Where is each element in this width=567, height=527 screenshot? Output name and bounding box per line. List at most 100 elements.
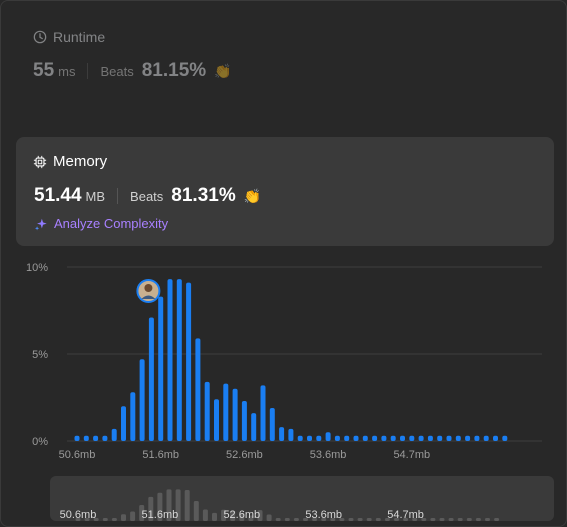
minimap-bar <box>394 518 399 521</box>
bar <box>381 435 387 441</box>
bar <box>502 435 508 441</box>
x-tick-label: 54.7mb <box>393 449 430 461</box>
bar <box>195 338 201 441</box>
bar <box>288 428 294 441</box>
minimap-bar <box>485 518 490 521</box>
bar <box>260 385 266 441</box>
bar <box>279 427 285 441</box>
minimap-bar <box>348 518 354 521</box>
bar <box>493 435 498 441</box>
bar <box>474 435 480 441</box>
minimap-bar <box>293 518 299 521</box>
x-tick-label: 52.6mb <box>226 449 263 461</box>
minimap-bar <box>148 496 154 521</box>
bar <box>437 435 443 441</box>
bar <box>93 435 99 441</box>
minimap-bar <box>457 518 463 521</box>
minimap-tick-label: 50.6mb <box>60 509 97 521</box>
x-tick-label: 51.6mb <box>142 449 179 461</box>
minimap-tick-label: 54.7mb <box>387 509 424 521</box>
bar <box>83 435 89 441</box>
minimap-bar <box>448 518 454 521</box>
bar <box>455 435 461 441</box>
memory-title: Memory <box>53 153 108 170</box>
minimap-bar <box>248 515 254 521</box>
minimap-bar <box>284 518 290 521</box>
bar <box>307 435 312 441</box>
minimap-bar <box>330 518 336 521</box>
minimap-bar <box>184 490 190 521</box>
minimap-bar <box>202 509 208 521</box>
minimap-bar <box>157 492 163 521</box>
bar <box>362 435 368 441</box>
minimap-bar <box>75 518 81 521</box>
chip-icon <box>33 155 47 168</box>
minimap-bar <box>366 518 372 521</box>
memory-value: 51.44 <box>34 185 82 206</box>
bar <box>465 435 471 441</box>
bar <box>418 435 424 441</box>
bar <box>400 435 405 441</box>
memory-beats-label: Beats <box>130 188 164 204</box>
sparkle-icon <box>34 218 47 230</box>
runtime-unit: ms <box>58 63 76 79</box>
bar <box>251 413 257 441</box>
minimap-tick-label: 52.6mb <box>223 509 260 521</box>
minimap-bar <box>375 518 381 521</box>
runtime-card[interactable]: Runtime 55 ms Beats 81.15% 👏 <box>33 29 232 82</box>
bar <box>186 282 192 441</box>
minimap-bar <box>357 518 363 521</box>
bar <box>130 392 136 441</box>
bar <box>325 432 331 441</box>
chart-svg: 0% 5% 10% 50.6mb 51.6mb 52.6mb 53.6mb 54.7mb <box>26 262 542 461</box>
clock-icon <box>33 30 47 44</box>
minimap-bar <box>403 518 409 521</box>
minimap-tick-label: 51.6mb <box>142 509 179 521</box>
bar <box>139 359 145 441</box>
minimap-bar <box>84 518 90 521</box>
runtime-beats-label: Beats <box>100 63 134 79</box>
memory-distribution-chart: 0% 5% 10% 50.6mb 51.6mb 52.6mb 53.6mb 54.7mb <box>1 251 567 471</box>
bar <box>372 435 378 441</box>
minimap-bar <box>257 510 263 521</box>
y-tick-label: 10% <box>26 262 48 274</box>
minimap-bar <box>412 518 418 521</box>
analyze-complexity-link[interactable]: Analyze Complexity <box>34 216 168 231</box>
bar <box>176 279 182 441</box>
minimap-bar <box>475 518 481 521</box>
y-tick-label: 0% <box>32 436 48 448</box>
bar <box>390 435 396 441</box>
bar <box>111 428 117 441</box>
bar <box>269 407 275 441</box>
memory-card[interactable]: Memory 51.44 MB Beats 81.31% 👏 Analyze C… <box>16 137 554 246</box>
bar <box>446 435 452 441</box>
bar <box>427 435 433 441</box>
runtime-beats-value: 81.15% <box>141 60 207 81</box>
clap-icon: 👏 <box>243 187 262 204</box>
divider <box>87 63 89 79</box>
x-tick-label: 53.6mb <box>310 449 347 461</box>
minimap-tick-label: 53.6mb <box>305 509 342 521</box>
minimap-bar <box>166 489 172 521</box>
bar <box>334 435 340 441</box>
bar <box>344 435 350 441</box>
bar <box>297 435 303 441</box>
bar <box>158 296 164 441</box>
bar <box>316 435 322 441</box>
minimap-bar <box>111 518 117 521</box>
minimap-bar <box>275 518 281 521</box>
minimap-bar <box>102 518 108 521</box>
bar <box>121 406 126 441</box>
runtime-title: Runtime <box>53 29 106 45</box>
chart-range-minimap[interactable]: 50.6mb 51.6mb 52.6mb 53.6mb 54.7mb <box>50 476 554 521</box>
minimap-bar <box>121 514 126 521</box>
minimap-bar <box>93 518 99 521</box>
bar <box>148 317 154 441</box>
memory-beats-value: 81.31% <box>171 185 236 206</box>
memory-unit: MB <box>85 188 106 204</box>
analyze-complexity-label: Analyze Complexity <box>54 216 169 231</box>
runtime-value: 55 <box>33 60 55 81</box>
minimap-bar <box>312 518 318 521</box>
y-tick-label: 5% <box>32 349 48 361</box>
